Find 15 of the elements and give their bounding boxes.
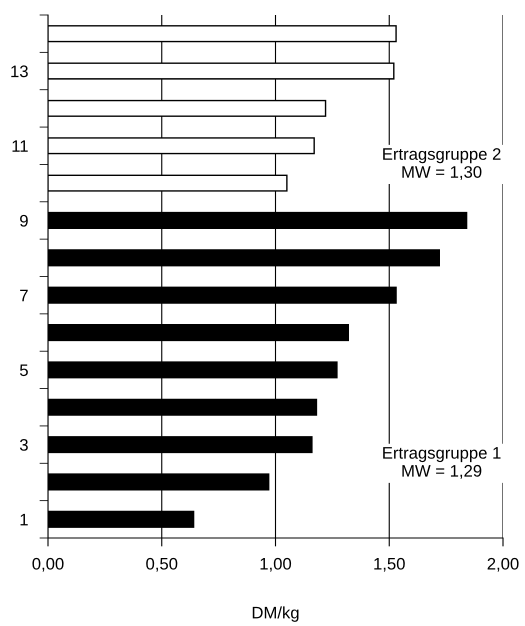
x-tick-label: 1,00 xyxy=(260,558,292,572)
y-tick-label: 7 xyxy=(20,290,28,302)
x-tick-label: 2,00 xyxy=(488,558,519,572)
annotation: Ertragsgruppe 2 MW = 1,30 xyxy=(383,148,500,180)
y-tick-label: 11 xyxy=(12,140,28,152)
y-tick-label: 3 xyxy=(20,439,28,451)
x-tick-label: 0,00 xyxy=(32,558,64,572)
y-tick-label: 13 xyxy=(11,65,28,78)
x-axis-title: DM/kg xyxy=(252,606,299,622)
y-tick-label: 5 xyxy=(20,364,28,376)
y-tick-label: 9 xyxy=(20,214,28,227)
annotation: Ertragsgruppe 1 MW = 1,29 xyxy=(383,447,501,479)
x-tick-label: 0,50 xyxy=(146,558,178,572)
x-tick-label: 1,50 xyxy=(374,558,405,572)
y-tick-label: 1 xyxy=(20,514,28,526)
